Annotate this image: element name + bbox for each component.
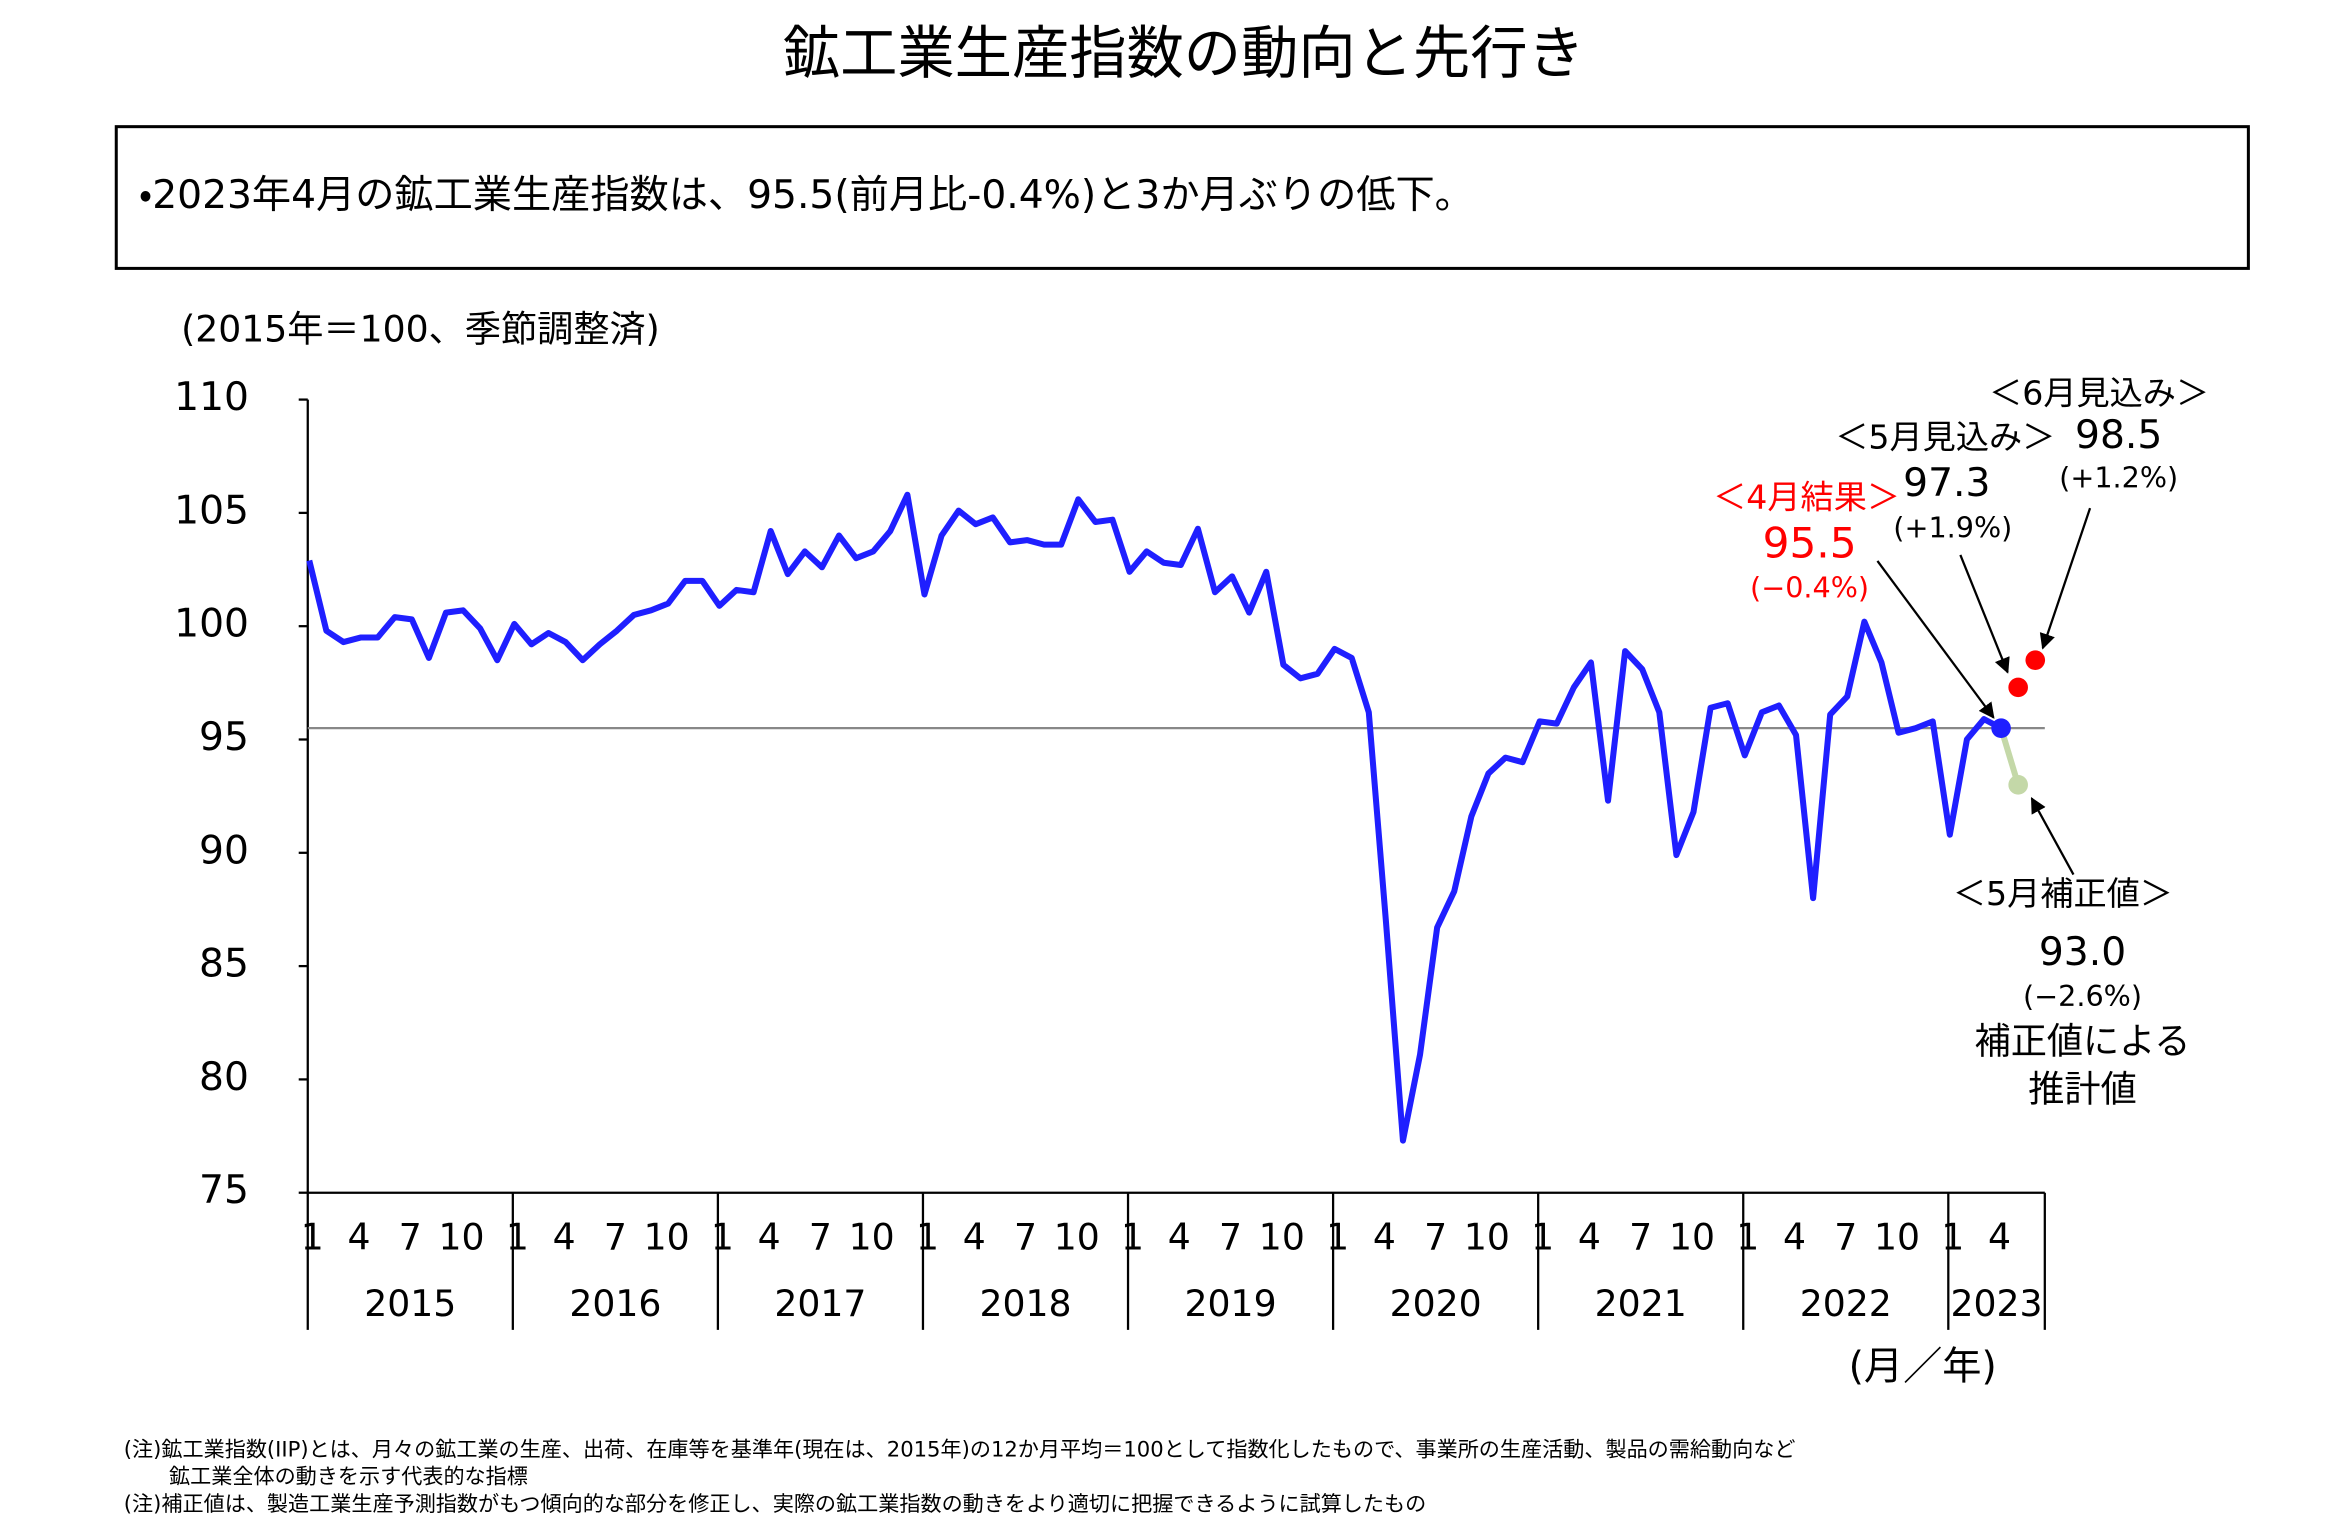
- month-label: 4: [553, 1215, 576, 1258]
- summary-box: [114, 125, 2250, 270]
- y-axis-label: (2015年＝100、季節調整済): [181, 308, 660, 351]
- month-label: 10: [1259, 1215, 1305, 1258]
- month-label: 4: [1578, 1215, 1601, 1258]
- year-label: 2020: [1390, 1282, 1482, 1325]
- month-label: 7: [399, 1215, 422, 1258]
- month-label: 7: [1424, 1215, 1447, 1258]
- month-label: 1: [711, 1215, 734, 1258]
- month-label: 10: [849, 1215, 895, 1258]
- corrected-line: [1998, 727, 2022, 786]
- month-label: 10: [1669, 1215, 1715, 1258]
- month-label: 1: [1531, 1215, 1554, 1258]
- month-label: 1: [916, 1215, 939, 1258]
- month-label: 7: [809, 1215, 832, 1258]
- annotation-change: (+1.9%): [1893, 510, 2012, 544]
- year-label: 2017: [774, 1282, 866, 1325]
- annotation-value: 93.0: [2039, 930, 2126, 975]
- month-label: 10: [644, 1215, 690, 1258]
- month-label: 4: [758, 1215, 781, 1258]
- month-label: 1: [1941, 1215, 1964, 1258]
- forecast-point: [2025, 650, 2046, 670]
- arrow: [2030, 797, 2075, 876]
- year-label: 2018: [979, 1282, 1071, 1325]
- month-label: 1: [1121, 1215, 1144, 1258]
- annotation-label: ＜4月結果＞: [1713, 478, 1900, 517]
- year-label: 2015: [364, 1282, 456, 1325]
- annotation-value: 97.3: [1903, 461, 1990, 506]
- year-label: 2019: [1185, 1282, 1277, 1325]
- note: 鉱工業全体の動きを示す代表的な指標: [169, 1464, 528, 1489]
- annotation-value: 95.5: [1763, 518, 1857, 567]
- note: (注)鉱工業指数(IIP)とは、月々の鉱工業の生産、出荷、在庫等を基準年(現在は…: [124, 1437, 1796, 1462]
- month-label: 7: [1219, 1215, 1242, 1258]
- annotation-change: (+1.2%): [2059, 460, 2178, 494]
- arrow: [1959, 554, 2010, 674]
- annotation-value: 98.5: [2075, 413, 2162, 458]
- forecast-point: [2008, 677, 2028, 698]
- arrow: [2039, 507, 2092, 650]
- year-label: 2021: [1595, 1282, 1687, 1325]
- note: (注)補正値は、製造工業生産予測指数がもつ傾向的な部分を修正し、実際の鉱工業指数…: [124, 1491, 1426, 1516]
- year-label: 2023: [1951, 1282, 2043, 1325]
- month-label: 4: [1988, 1215, 2011, 1258]
- month-label: 10: [1054, 1215, 1100, 1258]
- month-label: 7: [1834, 1215, 1857, 1258]
- result-point: [1991, 718, 2011, 738]
- annotation-note: 補正値による: [1975, 1019, 2191, 1062]
- annotation-label: ＜6月見込み＞: [1989, 374, 2209, 413]
- x-axis-label: (月／年): [1849, 1345, 1997, 1390]
- annotation-change: (−2.6%): [2023, 979, 2142, 1013]
- month-label: 7: [1629, 1215, 1652, 1258]
- corrected-point: [2008, 775, 2028, 795]
- month-label: 4: [348, 1215, 371, 1258]
- y-tick-label: 110: [174, 375, 249, 420]
- y-tick-label: 105: [174, 488, 249, 533]
- y-tick-label: 85: [199, 942, 249, 987]
- y-tick-label: 90: [199, 828, 249, 873]
- arrow: [1876, 560, 1995, 719]
- month-label: 4: [1373, 1215, 1396, 1258]
- month-label: 4: [963, 1215, 986, 1258]
- y-tick-label: 75: [199, 1168, 249, 1213]
- annotation-note: 推計値: [2028, 1068, 2137, 1111]
- month-label: 1: [1326, 1215, 1349, 1258]
- summary-text: ・2023年4月の鉱工業生産指数は、95.5(前月比-0.4%)と3か月ぶりの低…: [139, 173, 1474, 218]
- month-label: 4: [1783, 1215, 1806, 1258]
- month-label: 7: [1014, 1215, 1037, 1258]
- chart-title: 鉱工業生産指数の動向と先行き: [783, 20, 1585, 87]
- year-label: 2016: [569, 1282, 661, 1325]
- data-line: [306, 491, 2003, 1144]
- annotation-label: ＜5月補正値＞: [1953, 874, 2173, 913]
- y-tick-label: 80: [199, 1055, 249, 1100]
- month-label: 1: [506, 1215, 529, 1258]
- annotation-change: (−0.4%): [1750, 571, 1869, 605]
- month-label: 10: [1464, 1215, 1510, 1258]
- month-label: 1: [301, 1215, 324, 1258]
- month-label: 1: [1736, 1215, 1759, 1258]
- y-tick-label: 95: [199, 715, 249, 760]
- annotation-label: ＜5月見込み＞: [1835, 417, 2055, 456]
- year-label: 2022: [1800, 1282, 1892, 1325]
- month-label: 10: [1874, 1215, 1920, 1258]
- month-label: 7: [604, 1215, 627, 1258]
- y-tick-label: 100: [174, 602, 249, 647]
- month-label: 10: [439, 1215, 485, 1258]
- month-label: 4: [1168, 1215, 1191, 1258]
